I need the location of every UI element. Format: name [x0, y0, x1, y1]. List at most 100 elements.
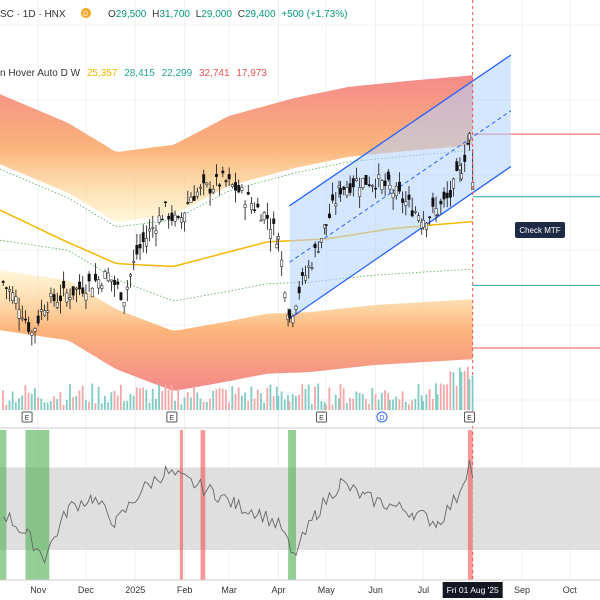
symbol-label: SC · 1D · HNX — [0, 9, 66, 20]
low-value: 29,000 — [201, 9, 232, 20]
volume-bar — [215, 389, 218, 410]
channel-lower-line — [289, 166, 512, 320]
volume-bar — [14, 402, 17, 410]
volume-bar — [269, 384, 272, 410]
candle-body — [4, 287, 8, 289]
candle-body — [288, 309, 292, 319]
candle-body — [334, 203, 338, 207]
volume-bar — [142, 387, 145, 410]
volume-bar — [377, 399, 380, 410]
candle-body — [186, 202, 190, 204]
candle-body — [176, 216, 180, 218]
candle-body — [65, 292, 69, 303]
volume-bar — [56, 399, 59, 410]
candle-body — [246, 191, 250, 195]
volume-bar — [5, 404, 8, 410]
candle-body — [116, 281, 120, 285]
volume-bar — [384, 390, 386, 410]
candle-body — [103, 271, 107, 279]
indicator-name: n Hover Auto D W — [0, 68, 81, 79]
volume-bar — [244, 392, 246, 410]
candle-body — [234, 182, 237, 191]
candle-body — [313, 243, 317, 249]
candle-body — [425, 222, 428, 230]
candle-body — [218, 184, 222, 187]
candle-body — [138, 243, 142, 249]
candle-body — [52, 294, 56, 302]
candle-body — [413, 210, 417, 213]
volume-bar — [314, 386, 316, 410]
volume-bar — [337, 398, 340, 410]
candle-body — [164, 201, 167, 203]
x-tick-label-7: Jun — [368, 585, 383, 595]
candle-body — [81, 287, 85, 294]
volume-bar — [398, 399, 401, 410]
event-marker-letter: D — [379, 415, 384, 422]
volume-bar — [196, 392, 199, 410]
volume-bar — [177, 388, 180, 410]
candle-body — [192, 195, 196, 201]
volume-bar — [237, 387, 240, 410]
candle-body — [253, 209, 257, 211]
candle-body — [377, 174, 381, 179]
x-tick-label-0: Nov — [30, 585, 47, 595]
volume-bar — [104, 395, 106, 410]
candle-body — [122, 302, 126, 307]
signal-zone-1 — [25, 430, 50, 580]
signal-zone-4 — [288, 430, 297, 580]
earnings-marker-icon — [463, 411, 475, 423]
volume-bar — [263, 402, 265, 410]
candle-body — [129, 274, 132, 277]
volume-bar — [275, 386, 278, 410]
volume-bar — [420, 395, 423, 410]
x-tick-label-5: Apr — [272, 585, 286, 595]
candle-body — [442, 191, 446, 200]
volume-bar — [224, 389, 227, 410]
volume-bar — [151, 388, 154, 410]
oscillator-line — [2, 460, 474, 565]
candle-body — [74, 287, 78, 290]
volume-bar — [256, 389, 259, 410]
volume-bar — [310, 404, 313, 410]
volume-bar — [401, 391, 404, 410]
candle-body — [398, 181, 401, 192]
candle-body — [436, 214, 440, 216]
candle-body — [383, 180, 387, 187]
candle-body — [348, 183, 352, 193]
candle-body — [277, 236, 280, 240]
candle-body — [364, 174, 368, 185]
oscillator-band — [0, 467, 600, 550]
volume-bar — [158, 384, 160, 410]
volume-bar — [466, 366, 469, 410]
volume-bar — [443, 384, 445, 410]
candle-body — [20, 317, 24, 320]
volume-bar — [414, 399, 417, 410]
main-chart[interactable] — [0, 0, 600, 580]
x-tick-label-9: Sep — [514, 585, 530, 595]
candle-body — [100, 285, 104, 289]
oscillator-pane[interactable] — [0, 427, 600, 580]
volume-bar — [417, 383, 420, 410]
current-date-label: Fri 01 Aug '25 — [447, 585, 499, 595]
volume-bar — [288, 401, 291, 410]
candle-body — [439, 200, 443, 205]
volume-bar — [449, 371, 452, 410]
candle-body — [208, 188, 212, 194]
event-marker-1: E — [166, 411, 178, 423]
check-mtf-label[interactable]: Check MTF — [519, 226, 560, 235]
candle-body — [445, 192, 449, 199]
volume-bar — [110, 392, 113, 410]
check-mtf-button-bg[interactable] — [515, 222, 565, 238]
volume-bar — [78, 390, 81, 410]
volume-bar — [154, 398, 157, 410]
volume-bar — [34, 388, 36, 410]
volume-bar — [30, 393, 33, 410]
candle-body — [431, 197, 435, 207]
candle-body — [421, 219, 425, 228]
candle-body — [106, 272, 110, 282]
check-mtf-button[interactable]: Check MTF — [515, 222, 565, 238]
candle-body — [160, 218, 164, 221]
candle-body — [275, 243, 279, 249]
candle-body — [463, 154, 467, 162]
